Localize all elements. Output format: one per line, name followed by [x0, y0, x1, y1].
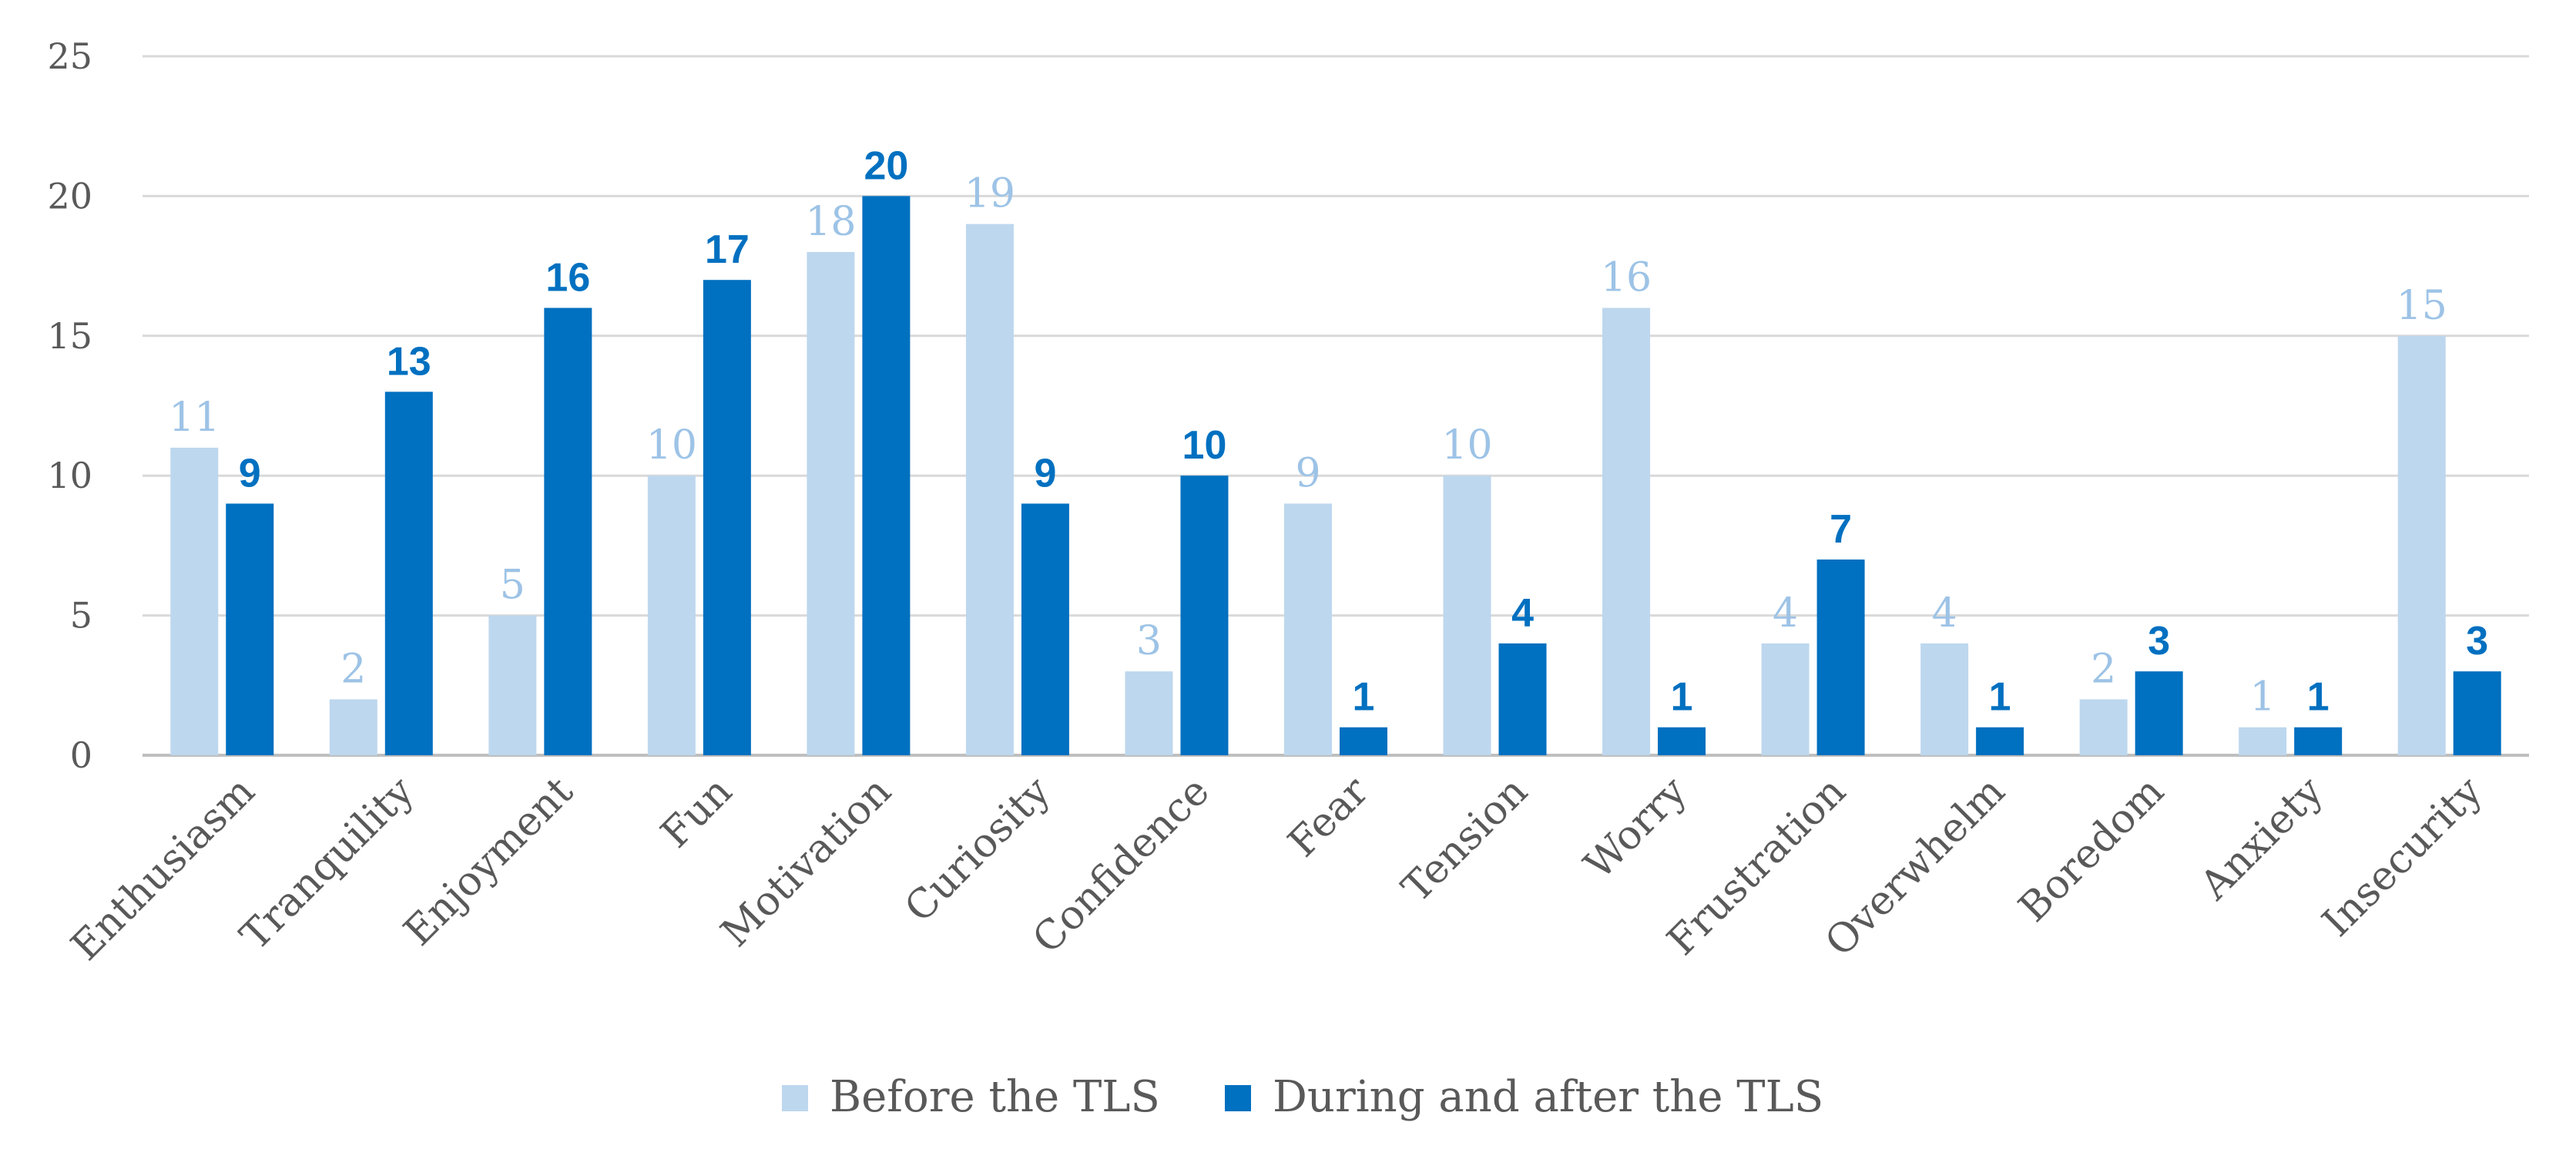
- bar-during-after-curiosity: [1021, 503, 1069, 755]
- bar-before-tension: [1443, 476, 1491, 755]
- legend: Before the TLS During and after the TLS: [782, 1072, 1823, 1122]
- data-label-before: 10: [646, 422, 697, 469]
- bar-during-after-fun: [703, 280, 751, 755]
- data-label-before: 10: [1441, 422, 1492, 469]
- data-label-during-after: 7: [1830, 507, 1852, 552]
- category-label-curiosity: Curiosity: [896, 768, 1059, 931]
- bar-during-after-tension: [1498, 643, 1547, 755]
- gridlines: [143, 55, 2529, 757]
- data-label-during-after: 16: [545, 256, 590, 301]
- category-label-boredom: Boredom: [2010, 768, 2172, 931]
- legend-label-during-after: During and after the TLS: [1273, 1072, 1823, 1122]
- data-label-before: 5: [500, 563, 525, 609]
- bar-during-after-worry: [1658, 727, 1706, 755]
- data-label-before: 15: [2397, 283, 2447, 329]
- bar-during-after-enjoyment: [544, 307, 592, 755]
- y-tick-label: 25: [47, 35, 92, 77]
- category-label-motivation: Motivation: [713, 768, 901, 956]
- data-label-during-after: 9: [239, 451, 261, 496]
- category-label-anxiety: Anxiety: [2191, 768, 2333, 909]
- data-label-during-after: 9: [1034, 451, 1056, 496]
- data-label-before: 4: [1773, 590, 1798, 637]
- data-label-before: 2: [340, 646, 366, 692]
- bar-during-after-boredom: [2135, 671, 2183, 755]
- bar-during-after-anxiety: [2294, 727, 2343, 755]
- data-label-during-after: 4: [1511, 591, 1534, 636]
- bar-before-enthusiasm: [170, 447, 219, 755]
- bars: [170, 196, 2501, 756]
- data-label-before: 3: [1136, 618, 1162, 664]
- bar-during-after-confidence: [1180, 476, 1229, 755]
- bar-before-curiosity: [965, 223, 1014, 755]
- data-label-before: 4: [1932, 590, 1957, 637]
- category-label-tranquility: Tranquility: [232, 768, 424, 959]
- bar-during-after-tranquility: [384, 391, 433, 755]
- data-label-during-after: 17: [705, 227, 750, 272]
- y-tick-label: 5: [70, 595, 92, 637]
- bar-before-fear: [1284, 503, 1332, 755]
- bar-before-enjoyment: [488, 615, 537, 755]
- bar-during-after-insecurity: [2453, 671, 2501, 755]
- data-label-before: 1: [2250, 674, 2276, 721]
- legend-label-before: Before the TLS: [830, 1072, 1160, 1122]
- bar-before-insecurity: [2397, 335, 2446, 755]
- category-label-insecurity: Insecurity: [2313, 768, 2491, 946]
- bar-before-motivation: [807, 251, 855, 756]
- y-tick-label: 15: [47, 315, 92, 357]
- legend-swatch-before: [782, 1085, 808, 1111]
- y-tick-label: 20: [47, 175, 92, 217]
- data-label-during-after: 3: [2148, 619, 2170, 664]
- bar-during-after-motivation: [862, 196, 911, 755]
- data-label-during-after: 1: [2307, 675, 2329, 720]
- bar-before-worry: [1602, 307, 1651, 755]
- legend-swatch-during-after: [1225, 1085, 1251, 1111]
- bar-during-after-frustration: [1816, 560, 1865, 755]
- y-axis-ticks: 0 5 10 15 20 25: [47, 35, 92, 776]
- bar-during-after-enthusiasm: [226, 503, 274, 755]
- data-label-before: 19: [964, 171, 1015, 217]
- bar-before-overwhelm: [1920, 643, 1969, 755]
- data-label-during-after: 1: [1353, 675, 1375, 720]
- category-label-worry: Worry: [1575, 768, 1696, 888]
- data-label-before: 2: [2091, 646, 2116, 692]
- data-label-during-after: 13: [387, 339, 431, 384]
- data-label-before: 11: [169, 395, 220, 441]
- data-label-during-after: 10: [1182, 423, 1227, 468]
- data-label-before: 18: [805, 199, 856, 245]
- category-label-enthusiasm: Enthusiasm: [62, 768, 263, 969]
- data-label-during-after: 1: [1671, 675, 1693, 720]
- bar-before-tranquility: [329, 699, 377, 755]
- bar-before-confidence: [1125, 671, 1173, 755]
- data-label-before: 9: [1295, 450, 1320, 496]
- category-label-fun: Fun: [652, 768, 741, 857]
- data-label-during-after: 1: [1989, 675, 2011, 720]
- category-label-tension: Tension: [1394, 768, 1537, 912]
- bar-before-anxiety: [2239, 727, 2287, 755]
- bar-before-frustration: [1761, 643, 1810, 755]
- data-label-during-after: 20: [864, 143, 908, 188]
- bar-during-after-overwhelm: [1976, 727, 2024, 755]
- data-label-before: 16: [1601, 255, 1652, 301]
- data-label-during-after: 3: [2466, 619, 2488, 664]
- y-tick-label: 0: [70, 734, 92, 776]
- category-label-fear: Fear: [1280, 768, 1377, 866]
- category-label-enjoyment: Enjoyment: [395, 768, 582, 955]
- y-tick-label: 10: [47, 455, 92, 496]
- bar-before-boredom: [2079, 699, 2128, 755]
- bar-before-fun: [647, 476, 696, 755]
- bar-during-after-fear: [1340, 727, 1387, 755]
